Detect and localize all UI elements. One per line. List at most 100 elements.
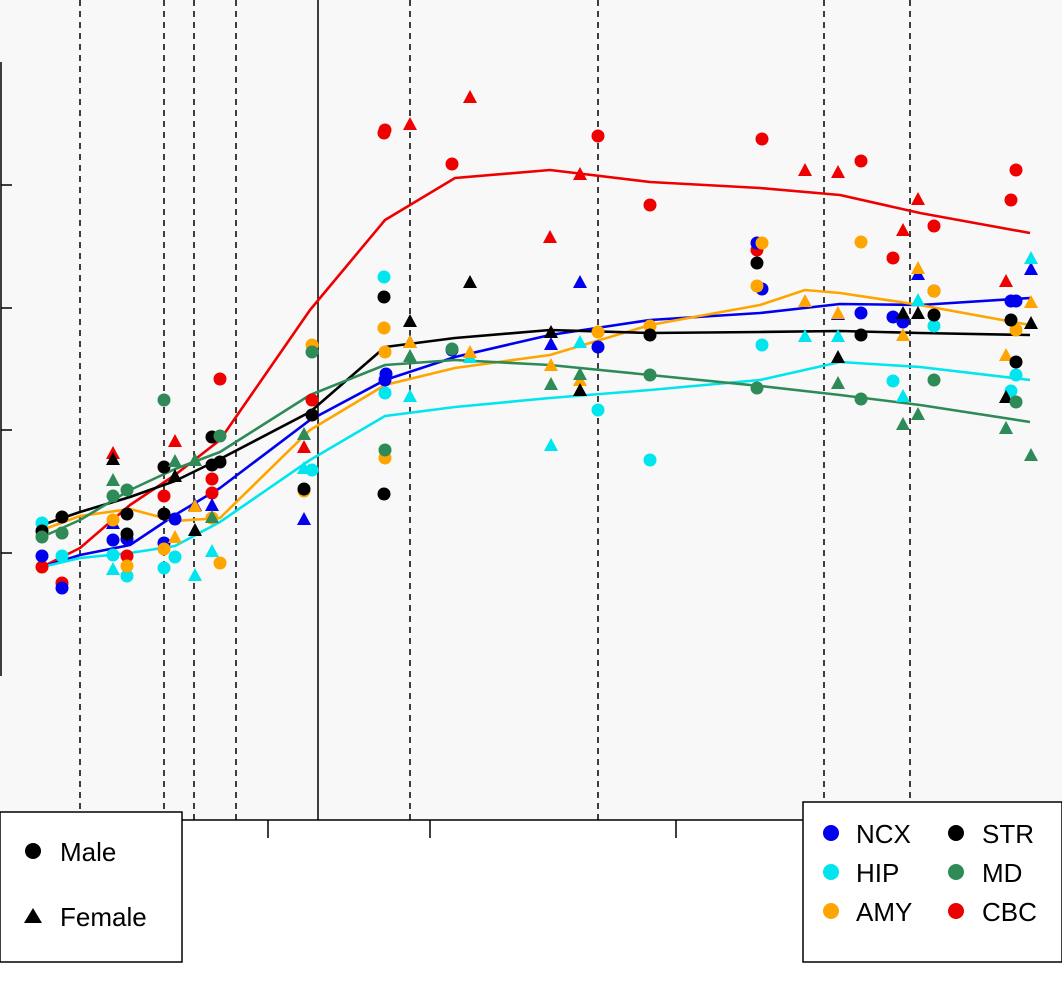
point-cbc-male-8 [213,372,227,386]
point-md-male-5 [157,393,171,407]
legend-male-label: Male [60,837,116,867]
point-str-female-16 [403,314,417,327]
point-cbc-female-9 [297,440,311,453]
point-hip-female-29 [1024,251,1038,264]
point-cbc-male-30 [1004,193,1018,207]
point-cbc-male-3 [120,549,134,563]
trend-line-hip [41,360,1031,569]
point-cbc-male-6 [205,486,219,500]
legend-male-marker [25,843,41,859]
point-hip-female-7 [188,568,202,581]
point-ncx-male-20 [854,306,868,320]
point-cbc-male-0 [35,560,49,574]
trend-lines [41,168,1031,569]
point-cbc-female-16 [543,230,557,243]
point-md-female-19 [831,376,845,389]
point-cbc-female-17 [573,167,587,180]
point-md-male-1 [55,526,69,540]
point-hip-female-13 [403,389,417,402]
point-amy-male-12 [378,345,392,359]
point-cbc-male-21 [755,132,769,146]
point-ncx-male-21 [886,310,900,324]
point-hip-male-5 [157,561,171,575]
point-str-male-13 [305,408,319,422]
point-str-male-21 [750,256,764,270]
point-amy-female-16 [544,358,558,371]
legend-female-label: Female [60,902,147,932]
point-ncx-female-14 [544,337,558,350]
point-amy-female-23 [831,306,845,319]
point-cbc-male-28 [927,219,941,233]
point-md-female-22 [911,407,925,420]
trend-line-amy [41,288,1031,532]
point-amy-male-27 [927,284,941,298]
trend-line-str [41,328,1031,527]
point-str-female-17 [463,275,477,288]
point-md-female-26 [1024,448,1038,461]
point-ncx-male-11 [379,367,393,381]
point-cbc-female-29 [999,274,1013,287]
point-amy-female-5 [168,530,182,543]
point-cbc-male-31 [1009,163,1023,177]
point-hip-female-2 [106,562,120,575]
point-amy-male-29 [1009,323,1023,337]
legend-str-label: STR [982,819,1034,849]
point-md-male-20 [854,392,868,406]
point-md-female-24 [999,421,1013,434]
point-cbc-female-13 [403,117,417,130]
point-str-female-8 [188,523,202,536]
point-str-female-2 [106,452,120,465]
point-cbc-male-10 [305,393,319,407]
trend-line-ncx [41,296,1031,569]
legend-ncx-label: NCX [856,819,911,849]
legend-ncx-marker [823,825,839,841]
point-cbc-female-15 [463,90,477,103]
legend-md-marker [948,864,964,880]
point-ncx-female-9 [297,512,311,525]
point-cbc-male-19 [643,198,657,212]
point-hip-male-10 [305,463,319,477]
point-str-male-11 [213,455,227,469]
point-hip-female-23 [896,389,910,402]
point-cbc-male-25 [886,251,900,265]
point-amy-male-21 [755,236,769,250]
point-hip-female-21 [831,329,845,342]
point-amy-male-11 [377,321,391,335]
legend-region: NCX STR HIP MD AMY CBC [802,801,1062,963]
point-cbc-female-27 [911,192,925,205]
point-cbc-female-22 [798,163,812,176]
point-md-female-8 [205,510,219,523]
data-points [35,90,1038,595]
point-md-female-21 [896,417,910,430]
point-ncx-male-16 [591,340,605,354]
point-amy-female-6 [188,499,202,512]
point-md-male-23 [927,373,941,387]
point-str-male-20 [643,328,657,342]
point-ncx-male-26 [1009,294,1023,308]
point-hip-male-1 [55,549,69,563]
point-str-male-28 [1004,313,1018,327]
legend-sex: Male Female [0,811,183,963]
point-amy-male-19 [643,319,657,333]
point-amy-female-15 [463,345,477,358]
point-hip-male-6 [168,550,182,564]
point-hip-male-17 [591,403,605,417]
trend-line-cbc [41,168,1031,569]
legend-str-marker [948,825,964,841]
legend-region-box [802,801,1062,963]
legend-female-marker [24,908,42,923]
point-hip-female-8 [205,544,219,557]
point-str-male-26 [927,308,941,322]
point-ncx-female-15 [573,275,587,288]
point-md-female-2 [106,473,120,486]
point-str-male-6 [157,460,171,474]
legend-md-label: MD [982,858,1022,888]
point-hip-female-20 [798,329,812,342]
point-amy-female-25 [896,328,910,341]
point-cbc-male-4 [157,489,171,503]
point-str-female-27 [999,390,1013,403]
plot-background [0,0,1062,820]
point-ncx-male-6 [168,512,182,526]
point-ncx-female-8 [205,498,219,511]
point-cbc-female-26 [896,223,910,236]
